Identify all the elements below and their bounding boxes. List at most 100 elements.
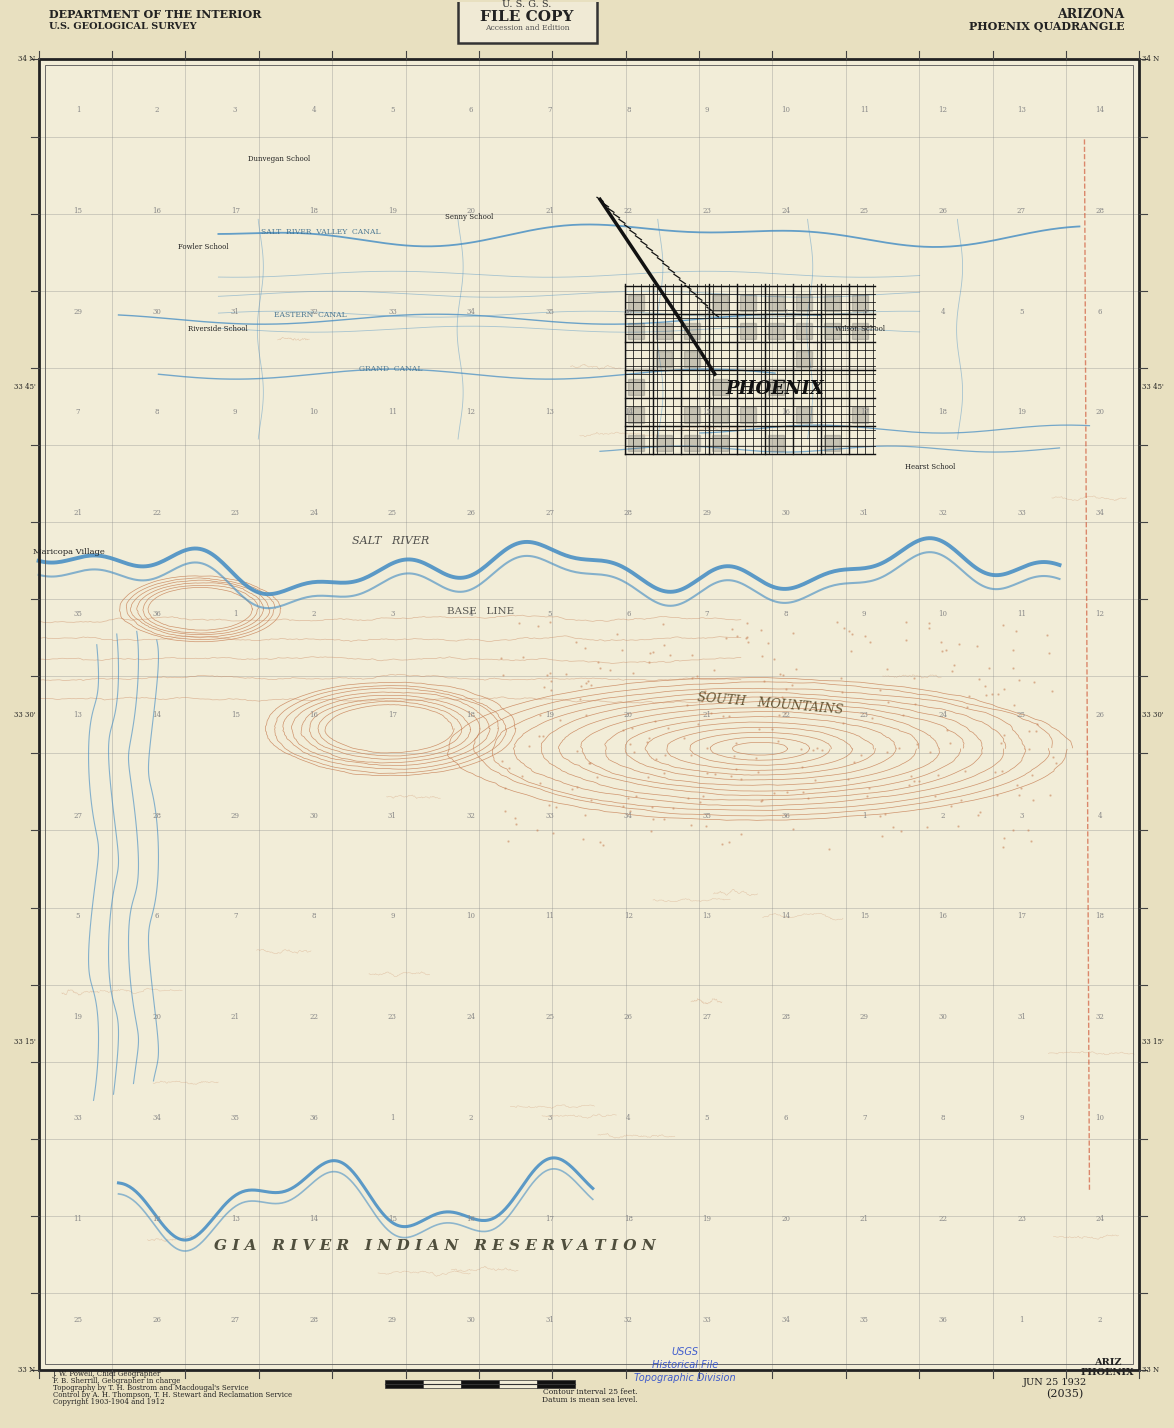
Text: 19: 19 — [702, 1215, 711, 1222]
Bar — [796, 296, 811, 311]
Text: 28: 28 — [781, 1014, 790, 1021]
Text: 8: 8 — [311, 912, 316, 921]
Text: 30: 30 — [781, 510, 790, 517]
Text: 9: 9 — [390, 912, 394, 921]
Text: 29: 29 — [74, 307, 82, 316]
Bar — [711, 296, 728, 311]
Text: 2: 2 — [311, 610, 316, 618]
Bar — [796, 323, 811, 340]
Text: 14: 14 — [309, 1215, 318, 1222]
Text: 16: 16 — [153, 207, 161, 214]
Text: 26: 26 — [623, 1014, 633, 1021]
Text: 4: 4 — [940, 307, 945, 316]
Text: 8: 8 — [626, 106, 630, 114]
Text: 33: 33 — [1017, 510, 1026, 517]
Text: 14: 14 — [623, 408, 633, 417]
Text: Wilson School: Wilson School — [835, 326, 885, 333]
Text: 2: 2 — [468, 1114, 473, 1122]
Text: 15: 15 — [230, 711, 239, 718]
Text: 3: 3 — [862, 307, 866, 316]
Text: 17: 17 — [545, 1215, 554, 1222]
Text: ARIZ
PHOENIX: ARIZ PHOENIX — [1080, 1358, 1134, 1377]
Text: 4: 4 — [1098, 811, 1102, 820]
Text: 10: 10 — [938, 610, 947, 618]
Bar — [851, 296, 868, 311]
Text: 35: 35 — [231, 1114, 239, 1122]
Bar — [628, 323, 643, 340]
Text: 8: 8 — [783, 610, 788, 618]
Text: 2: 2 — [940, 811, 945, 820]
Text: 13: 13 — [74, 711, 82, 718]
Text: 31: 31 — [387, 811, 397, 820]
Text: 2: 2 — [783, 307, 788, 316]
Text: 33 15': 33 15' — [1142, 1038, 1165, 1047]
Text: 1: 1 — [1019, 1315, 1024, 1324]
Text: Contour interval 25 feet.: Contour interval 25 feet. — [542, 1388, 637, 1397]
Text: 11: 11 — [545, 912, 554, 921]
Text: 30: 30 — [153, 307, 161, 316]
Text: 16: 16 — [466, 1215, 475, 1222]
Text: 20: 20 — [153, 1014, 161, 1021]
Text: 12: 12 — [623, 912, 633, 921]
Text: 1: 1 — [75, 106, 80, 114]
Text: 30: 30 — [310, 811, 318, 820]
Text: 18: 18 — [309, 207, 318, 214]
Text: 35: 35 — [859, 1315, 869, 1324]
Text: 22: 22 — [938, 1215, 947, 1222]
Text: 26: 26 — [1095, 711, 1105, 718]
Text: 29: 29 — [387, 1315, 397, 1324]
Text: 11: 11 — [1017, 610, 1026, 618]
Text: 17: 17 — [387, 711, 397, 718]
Bar — [684, 323, 700, 340]
Text: Datum is mean sea level.: Datum is mean sea level. — [542, 1397, 637, 1404]
Text: 12: 12 — [466, 408, 475, 417]
Bar — [768, 323, 784, 340]
Text: BASE   LINE: BASE LINE — [446, 607, 514, 615]
Text: 25: 25 — [74, 1315, 82, 1324]
Text: 10: 10 — [466, 912, 475, 921]
Text: 22: 22 — [153, 510, 161, 517]
Bar — [824, 436, 839, 451]
Text: 20: 20 — [623, 711, 633, 718]
Text: 32: 32 — [1095, 1014, 1105, 1021]
Text: 1: 1 — [390, 1114, 394, 1122]
Text: 4: 4 — [626, 1114, 630, 1122]
Text: 16: 16 — [938, 912, 947, 921]
Text: 3: 3 — [232, 106, 237, 114]
Text: 4: 4 — [468, 610, 473, 618]
Bar — [768, 296, 784, 311]
Text: 30: 30 — [466, 1315, 475, 1324]
Text: 7: 7 — [232, 912, 237, 921]
Text: 14: 14 — [781, 912, 790, 921]
Bar — [423, 1379, 461, 1388]
Text: 32: 32 — [938, 510, 947, 517]
Text: 20: 20 — [781, 1215, 790, 1222]
Text: 30: 30 — [938, 1014, 947, 1021]
Text: 24: 24 — [781, 207, 790, 214]
Text: 27: 27 — [545, 510, 554, 517]
Text: 9: 9 — [1019, 1114, 1024, 1122]
Text: 33 45': 33 45' — [14, 383, 35, 391]
Text: Accession and Edition: Accession and Edition — [485, 23, 569, 31]
Bar — [656, 351, 672, 367]
Text: 13: 13 — [702, 912, 711, 921]
Text: 20: 20 — [466, 207, 475, 214]
Text: 34: 34 — [153, 1114, 161, 1122]
Text: 14: 14 — [153, 711, 161, 718]
Text: 11: 11 — [387, 408, 397, 417]
Text: 21: 21 — [545, 207, 554, 214]
Text: 23: 23 — [1017, 1215, 1026, 1222]
Text: 1: 1 — [862, 811, 866, 820]
Text: 24: 24 — [309, 510, 318, 517]
Text: 16: 16 — [309, 711, 318, 718]
Text: U. S. G. S.: U. S. G. S. — [502, 0, 552, 9]
Text: 17: 17 — [859, 408, 869, 417]
Bar — [656, 323, 672, 340]
Text: 26: 26 — [938, 207, 947, 214]
Text: 9: 9 — [704, 106, 709, 114]
Bar — [711, 378, 728, 396]
Text: 23: 23 — [387, 1014, 397, 1021]
Text: 33: 33 — [702, 1315, 711, 1324]
Text: 17: 17 — [1017, 912, 1026, 921]
Text: SALT  RIVER  VALLEY  CANAL: SALT RIVER VALLEY CANAL — [261, 228, 380, 236]
